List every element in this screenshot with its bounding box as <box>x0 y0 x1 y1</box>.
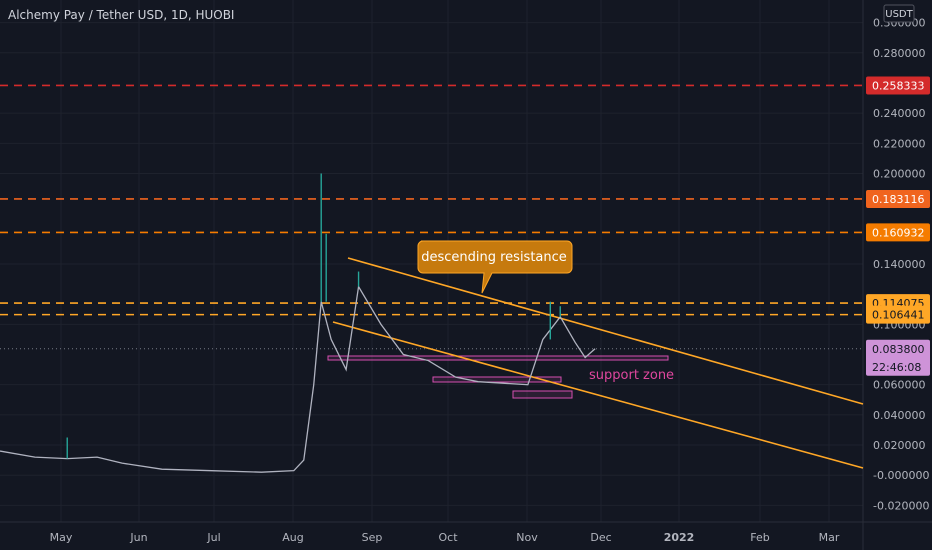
descending-support-trendline <box>332 321 864 469</box>
support-zone-box <box>512 390 573 399</box>
y-tick-label: 0.240000 <box>873 107 926 120</box>
x-tick-label: Aug <box>282 531 303 544</box>
descending-resistance-label: descending resistance <box>421 250 567 265</box>
x-tick-label: Jun <box>129 531 147 544</box>
x-tick-label: Jul <box>206 531 220 544</box>
support-zone-box <box>432 376 562 383</box>
x-tick-label: May <box>50 531 73 544</box>
descending-resistance-trendline <box>347 257 864 405</box>
y-tick-label: 0.060000 <box>873 379 926 392</box>
symbol-title: Alchemy Pay / Tether USD, 1D, HUOBI <box>8 8 235 22</box>
y-tick-label: 0.220000 <box>873 137 926 150</box>
currency-label: USDT <box>885 9 913 20</box>
descending-resistance-callout <box>417 240 573 294</box>
price-line-tag <box>866 76 930 95</box>
price-line-tag <box>866 223 930 242</box>
x-tick-label: Oct <box>438 531 458 544</box>
x-tick-label: 2022 <box>664 531 695 544</box>
y-tick-label: 0.040000 <box>873 409 926 422</box>
x-tick-label: Dec <box>590 531 611 544</box>
y-tick-label: 0.280000 <box>873 47 926 60</box>
currency-label-box <box>883 4 915 23</box>
candle-countdown-label: 22:46:08 <box>872 361 921 374</box>
price-line-tag-label: 0.183116 <box>872 193 925 206</box>
y-tick-label: 0.020000 <box>873 439 926 452</box>
support-zone-box <box>327 355 669 361</box>
price-line-tag-label: 0.160932 <box>872 226 925 239</box>
price-line-tag-label: 0.106441 <box>872 309 925 322</box>
y-tick-label: 0.200000 <box>873 167 926 180</box>
y-tick-label: 0.140000 <box>873 258 926 271</box>
last-price-label: 0.083800 <box>872 343 925 356</box>
price-line-tag <box>866 189 930 208</box>
x-tick-label: Nov <box>516 531 538 544</box>
last-price-tag <box>866 339 930 376</box>
x-tick-label: Mar <box>819 531 840 544</box>
x-tick-label: Feb <box>750 531 769 544</box>
x-tick-label: Sep <box>362 531 383 544</box>
support-zone-label: support zone <box>589 368 674 383</box>
y-tick-label: -0.000000 <box>873 469 929 482</box>
y-tick-label: -0.020000 <box>873 499 929 512</box>
price-series-line <box>0 284 596 473</box>
price-line-tag <box>866 305 930 324</box>
price-line-tag-label: 0.258333 <box>872 79 925 92</box>
